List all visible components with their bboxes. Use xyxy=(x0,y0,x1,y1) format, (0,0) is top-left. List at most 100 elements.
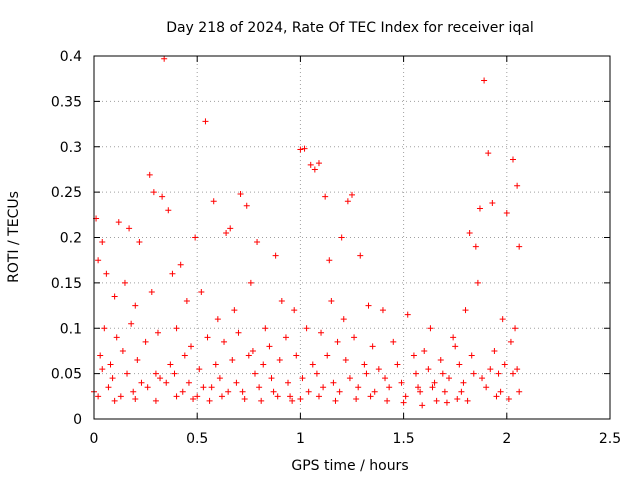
data-point xyxy=(410,352,417,359)
data-point xyxy=(367,393,374,400)
data-point xyxy=(152,370,159,377)
data-point xyxy=(315,160,322,167)
data-point xyxy=(274,393,281,400)
x-tick-label: 0.5 xyxy=(186,431,208,447)
data-point xyxy=(258,397,265,404)
data-point xyxy=(208,384,215,391)
data-point xyxy=(336,388,343,395)
axis-ticks: 0 0.5 1 1.5 2 2.5 0 0.05 0.1 0.15 0.2 0.25 0.3 0.35 0.… xyxy=(51,49,621,447)
data-point xyxy=(466,229,473,236)
data-point xyxy=(103,270,110,277)
data-point xyxy=(202,118,209,125)
data-point xyxy=(431,379,438,386)
data-point xyxy=(371,388,378,395)
data-point xyxy=(204,334,211,341)
data-point xyxy=(159,193,166,200)
data-point xyxy=(262,325,269,332)
data-point xyxy=(386,384,393,391)
data-point xyxy=(491,347,498,354)
data-point xyxy=(433,397,440,404)
data-point xyxy=(483,384,490,391)
data-point xyxy=(446,375,453,382)
data-point xyxy=(276,357,283,364)
data-point xyxy=(95,257,102,264)
data-point xyxy=(157,375,164,382)
data-point xyxy=(320,384,327,391)
data-point xyxy=(479,375,486,382)
data-point xyxy=(278,298,285,305)
x-tick-label: 2 xyxy=(502,431,511,447)
data-point xyxy=(200,384,207,391)
data-point xyxy=(146,171,153,178)
data-point xyxy=(318,329,325,336)
data-point xyxy=(514,182,521,189)
data-point xyxy=(235,329,242,336)
data-point xyxy=(190,396,197,403)
y-tick-label: 0.2 xyxy=(60,231,82,247)
data-point xyxy=(173,393,180,400)
data-point xyxy=(210,198,217,205)
data-point xyxy=(134,357,141,364)
data-point xyxy=(245,352,252,359)
data-point xyxy=(346,375,353,382)
data-point xyxy=(109,375,116,382)
data-point xyxy=(470,370,477,377)
data-point xyxy=(439,370,446,377)
data-point xyxy=(169,270,176,277)
data-point xyxy=(326,257,333,264)
data-point xyxy=(340,316,347,323)
data-point xyxy=(487,366,494,373)
data-point xyxy=(216,375,223,382)
data-point xyxy=(101,325,108,332)
data-point xyxy=(501,361,508,368)
data-point xyxy=(251,370,258,377)
data-point xyxy=(332,397,339,404)
data-point xyxy=(338,234,345,241)
data-point xyxy=(121,279,128,286)
data-point xyxy=(419,402,426,409)
data-point xyxy=(218,393,225,400)
data-point xyxy=(379,307,386,314)
data-point xyxy=(285,379,292,386)
data-point xyxy=(417,388,424,395)
data-point xyxy=(493,393,500,400)
chart-title: Day 218 of 2024, Rate Of TEC Index for r… xyxy=(166,20,534,36)
data-point xyxy=(489,200,496,207)
data-point xyxy=(452,343,459,350)
data-point xyxy=(144,384,151,391)
data-point xyxy=(287,393,294,400)
data-point xyxy=(185,379,192,386)
data-point xyxy=(355,384,362,391)
data-point xyxy=(173,325,180,332)
data-point xyxy=(132,396,139,403)
data-point xyxy=(468,352,475,359)
data-point xyxy=(394,361,401,368)
data-point xyxy=(161,55,168,62)
data-point xyxy=(415,384,422,391)
data-point xyxy=(464,397,471,404)
data-point xyxy=(357,252,364,259)
data-point xyxy=(507,338,514,345)
data-point xyxy=(322,193,329,200)
data-point xyxy=(97,352,104,359)
data-point xyxy=(342,357,349,364)
data-point xyxy=(472,243,479,250)
y-tick-label: 0.3 xyxy=(60,140,82,156)
y-tick-label: 0.1 xyxy=(60,321,82,337)
data-point xyxy=(128,320,135,327)
data-point xyxy=(485,150,492,157)
data-point xyxy=(330,379,337,386)
data-point xyxy=(254,239,261,246)
y-tick-label: 0.4 xyxy=(60,49,82,65)
y-tick-label: 0.25 xyxy=(51,185,82,201)
data-point xyxy=(188,343,195,350)
data-point xyxy=(198,288,205,295)
data-point xyxy=(324,352,331,359)
data-point xyxy=(165,207,172,214)
data-point xyxy=(315,393,322,400)
data-point xyxy=(196,366,203,373)
data-point xyxy=(152,397,159,404)
data-point xyxy=(456,361,463,368)
data-point xyxy=(107,361,114,368)
data-point xyxy=(297,146,304,153)
